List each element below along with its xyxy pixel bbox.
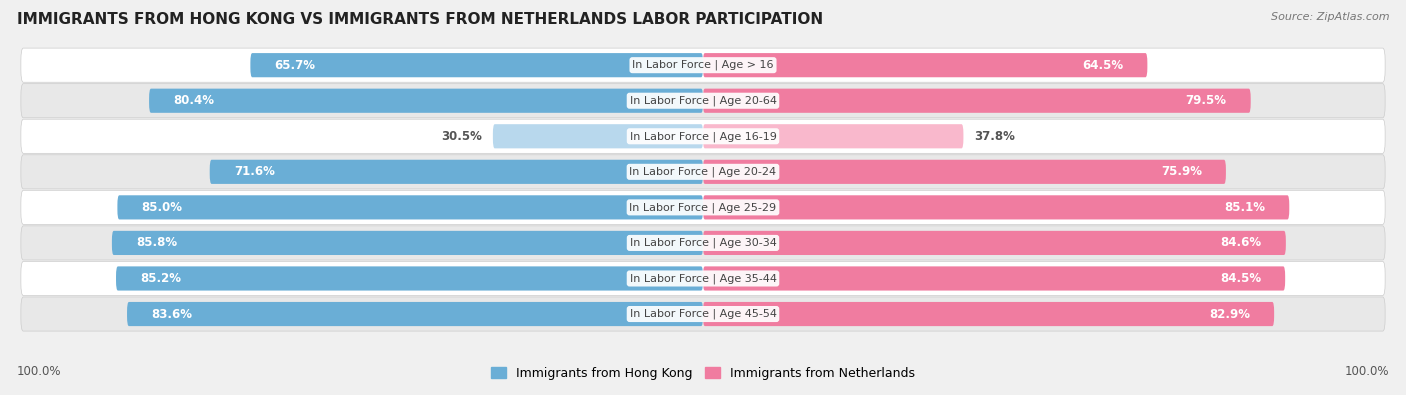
Text: 80.4%: 80.4%	[173, 94, 214, 107]
FancyBboxPatch shape	[21, 261, 1385, 295]
Text: 85.2%: 85.2%	[141, 272, 181, 285]
FancyBboxPatch shape	[117, 266, 703, 291]
FancyBboxPatch shape	[250, 53, 703, 77]
FancyBboxPatch shape	[703, 88, 1251, 113]
FancyBboxPatch shape	[703, 124, 963, 149]
Text: In Labor Force | Age 30-34: In Labor Force | Age 30-34	[630, 238, 776, 248]
Text: 79.5%: 79.5%	[1185, 94, 1226, 107]
FancyBboxPatch shape	[112, 231, 703, 255]
Text: In Labor Force | Age 45-54: In Labor Force | Age 45-54	[630, 309, 776, 319]
FancyBboxPatch shape	[21, 48, 1385, 82]
FancyBboxPatch shape	[703, 53, 1147, 77]
FancyBboxPatch shape	[494, 124, 703, 149]
Text: IMMIGRANTS FROM HONG KONG VS IMMIGRANTS FROM NETHERLANDS LABOR PARTICIPATION: IMMIGRANTS FROM HONG KONG VS IMMIGRANTS …	[17, 12, 823, 27]
Text: 30.5%: 30.5%	[441, 130, 482, 143]
Text: In Labor Force | Age 16-19: In Labor Force | Age 16-19	[630, 131, 776, 141]
Text: 84.5%: 84.5%	[1220, 272, 1261, 285]
FancyBboxPatch shape	[21, 84, 1385, 118]
Text: 85.0%: 85.0%	[142, 201, 183, 214]
FancyBboxPatch shape	[703, 302, 1274, 326]
Text: Source: ZipAtlas.com: Source: ZipAtlas.com	[1271, 12, 1389, 22]
FancyBboxPatch shape	[127, 302, 703, 326]
Text: 37.8%: 37.8%	[974, 130, 1015, 143]
Text: 64.5%: 64.5%	[1083, 59, 1123, 71]
FancyBboxPatch shape	[21, 119, 1385, 153]
Text: 100.0%: 100.0%	[1344, 365, 1389, 378]
Text: In Labor Force | Age 25-29: In Labor Force | Age 25-29	[630, 202, 776, 213]
Text: 85.1%: 85.1%	[1225, 201, 1265, 214]
Text: 71.6%: 71.6%	[233, 166, 274, 178]
FancyBboxPatch shape	[117, 195, 703, 220]
Text: In Labor Force | Age 20-64: In Labor Force | Age 20-64	[630, 96, 776, 106]
Text: In Labor Force | Age 35-44: In Labor Force | Age 35-44	[630, 273, 776, 284]
FancyBboxPatch shape	[703, 195, 1289, 220]
FancyBboxPatch shape	[703, 231, 1286, 255]
Text: 82.9%: 82.9%	[1209, 308, 1250, 320]
Legend: Immigrants from Hong Kong, Immigrants from Netherlands: Immigrants from Hong Kong, Immigrants fr…	[486, 362, 920, 385]
FancyBboxPatch shape	[21, 226, 1385, 260]
FancyBboxPatch shape	[21, 155, 1385, 189]
Text: 100.0%: 100.0%	[17, 365, 62, 378]
FancyBboxPatch shape	[149, 88, 703, 113]
Text: In Labor Force | Age > 16: In Labor Force | Age > 16	[633, 60, 773, 70]
Text: 85.8%: 85.8%	[136, 237, 177, 249]
FancyBboxPatch shape	[21, 297, 1385, 331]
Text: 84.6%: 84.6%	[1220, 237, 1261, 249]
Text: 83.6%: 83.6%	[152, 308, 193, 320]
Text: 75.9%: 75.9%	[1161, 166, 1202, 178]
Text: 65.7%: 65.7%	[274, 59, 315, 71]
FancyBboxPatch shape	[703, 266, 1285, 291]
FancyBboxPatch shape	[703, 160, 1226, 184]
FancyBboxPatch shape	[21, 190, 1385, 224]
FancyBboxPatch shape	[209, 160, 703, 184]
Text: In Labor Force | Age 20-24: In Labor Force | Age 20-24	[630, 167, 776, 177]
